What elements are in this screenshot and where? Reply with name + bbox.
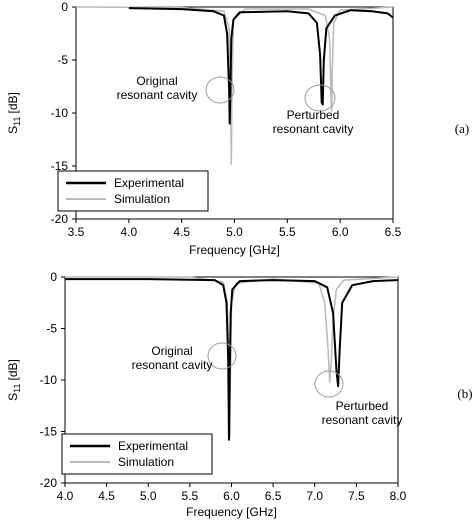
x-tick-label: 4.5 xyxy=(98,489,115,503)
annotation-label: Perturbed xyxy=(336,399,389,413)
annotation-label: resonant cavity xyxy=(273,122,354,136)
x-tick-label: 6.0 xyxy=(332,225,349,239)
y-axis-title-unit: [dB] xyxy=(6,359,20,380)
annotation-circle xyxy=(304,84,336,112)
y-tick-label: -5 xyxy=(57,53,68,67)
x-axis-title: Frequency [GHz] xyxy=(189,243,280,257)
y-axis-title-unit: [dB] xyxy=(6,92,20,113)
chart-panel-b: 4.0 4.5 5.0 5.5 6.0 6.5 7.0 7.5 8.0 0 -5 -10 -15 -20 F… xyxy=(6,270,473,519)
y-axis-title-subscript: 11 xyxy=(12,117,22,126)
x-tick-label: 5.5 xyxy=(279,225,296,239)
y-axis-title-main: S xyxy=(6,126,20,134)
y-tick-label: -10 xyxy=(40,373,58,387)
legend-label: Simulation xyxy=(118,455,174,469)
x-tick-label: 5.0 xyxy=(140,489,157,503)
x-tick-label: 3.5 xyxy=(68,225,85,239)
x-tick-label: 5.0 xyxy=(226,225,243,239)
annotation-label: Perturbed xyxy=(287,108,340,122)
x-axis-title: Frequency [GHz] xyxy=(186,505,277,519)
x-tick-label: 6.0 xyxy=(223,489,240,503)
x-tick-label: 7.0 xyxy=(306,489,323,503)
x-tick-label: 8.0 xyxy=(390,489,407,503)
x-tick-label: 4.0 xyxy=(57,489,74,503)
legend: Experimental Simulation xyxy=(61,433,213,475)
legend: Experimental Simulation xyxy=(57,170,209,212)
annotation-label: Original xyxy=(136,74,177,88)
x-tick-label: 6.5 xyxy=(385,225,402,239)
y-tick-label: 0 xyxy=(61,0,68,14)
y-tick-label: -15 xyxy=(40,425,58,439)
y-tick-label: -20 xyxy=(51,212,69,226)
series-line-simulation xyxy=(75,6,394,165)
y-tick-label: -20 xyxy=(40,476,58,490)
chart-panel-a: 3.5 4.0 4.5 5.0 5.5 6.0 6.5 0 -5 -10 -15 -20 Frequen… xyxy=(6,0,469,257)
legend-box xyxy=(57,170,209,212)
annotation-circle xyxy=(207,342,237,370)
panel-label: (b) xyxy=(457,386,472,401)
x-tick-label: 7.5 xyxy=(348,489,365,503)
x-tick-label: 4.5 xyxy=(173,225,190,239)
y-axis-title-main: S xyxy=(6,393,20,401)
y-tick-label: -5 xyxy=(46,322,57,336)
legend-label: Simulation xyxy=(114,192,170,206)
x-tick-label: 6.5 xyxy=(265,489,282,503)
annotation-label: resonant cavity xyxy=(322,413,403,427)
x-tick-label: 5.5 xyxy=(182,489,199,503)
y-axis-title: S11 [dB] xyxy=(6,92,22,134)
annotation-circle xyxy=(314,370,344,398)
y-axis-title-subscript: 11 xyxy=(12,384,22,393)
annotation-label: resonant cavity xyxy=(117,88,198,102)
legend-box xyxy=(61,433,213,475)
series-line-experimental xyxy=(128,7,394,125)
y-tick-label: -15 xyxy=(51,159,69,173)
y-tick-label: 0 xyxy=(50,270,57,284)
series-line-experimental xyxy=(65,278,399,441)
x-tick-label: 4.0 xyxy=(120,225,137,239)
y-axis-title: S11 [dB] xyxy=(6,359,22,401)
annotation-label: Original xyxy=(151,344,192,358)
legend-label: Experimental xyxy=(118,439,188,453)
annotation-circle xyxy=(205,76,235,104)
panel-label: (a) xyxy=(455,121,469,136)
legend-label: Experimental xyxy=(114,176,184,190)
y-tick-label: -10 xyxy=(51,106,69,120)
annotation-label: resonant cavity xyxy=(132,358,213,372)
